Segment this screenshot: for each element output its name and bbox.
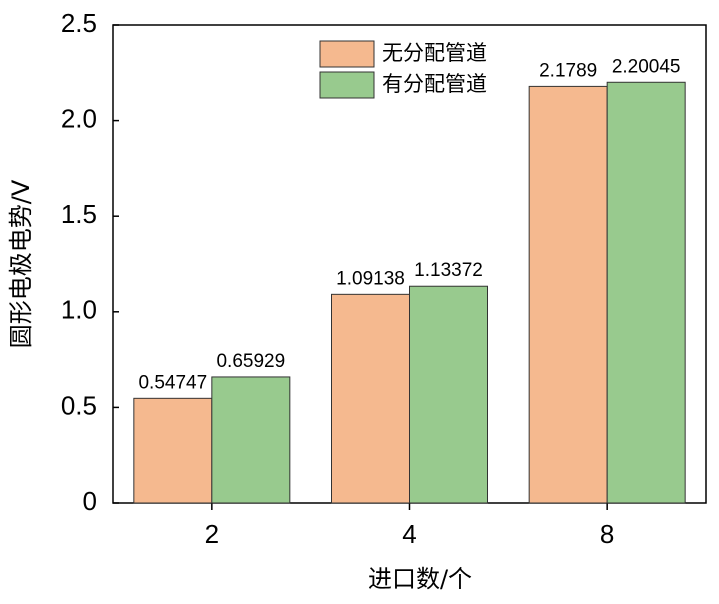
value-label: 1.09138	[336, 268, 405, 289]
y-tick-label: 2.5	[61, 8, 97, 38]
legend-swatch	[319, 40, 375, 68]
bar	[528, 85, 608, 504]
legend-label: 有分配管道	[382, 72, 487, 96]
value-label: 2.20045	[612, 56, 681, 77]
y-tick-label: 2.0	[61, 103, 97, 133]
bar	[211, 376, 291, 504]
bar	[133, 397, 213, 504]
y-tick-label: 0.5	[61, 390, 97, 420]
x-tick-label: 8	[600, 519, 614, 549]
bar	[409, 285, 488, 504]
value-label: 0.54747	[138, 372, 207, 393]
bar	[331, 293, 410, 504]
y-tick-label: 0	[83, 486, 97, 516]
value-label: 2.1789	[539, 60, 597, 81]
x-axis-title: 进口数/个	[368, 565, 472, 593]
value-label: 1.13372	[414, 260, 483, 281]
y-axis-title: 圆形电极电势/V	[7, 179, 35, 348]
legend-label: 无分配管道	[382, 41, 487, 65]
legend-swatch	[319, 71, 375, 99]
x-tick-label: 4	[402, 519, 416, 549]
y-tick-label: 1.5	[61, 199, 97, 229]
y-tick-label: 1.0	[61, 295, 97, 325]
value-label: 0.65929	[216, 351, 285, 372]
x-tick-label: 2	[205, 519, 219, 549]
bar	[606, 81, 686, 504]
